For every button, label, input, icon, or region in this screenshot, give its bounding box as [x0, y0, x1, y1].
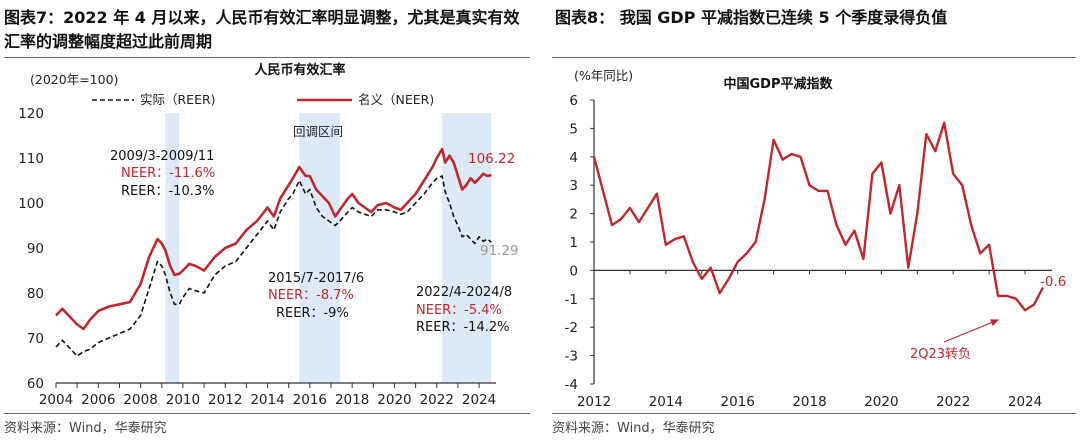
correction-band: [165, 113, 180, 383]
left-title-rule: [4, 57, 530, 58]
annotation-reer: REER：-14.2%: [416, 320, 509, 335]
x-tick-label: 2024: [462, 392, 496, 408]
x-tick-label: 2020: [377, 392, 411, 408]
annotation-neer: NEER：-11.6%: [121, 166, 215, 181]
right-figure-title: 图表8： 我国 GDP 平减指数已连续 5 个季度录得负值: [555, 8, 948, 27]
annotation-2009: 2009/3-2009/11 NEER：-11.6% REER：-10.3%: [110, 149, 215, 199]
y-tick-label: 110: [18, 151, 44, 167]
x-tick-label: 2024: [1008, 394, 1042, 410]
x-tick-label: 2016: [721, 394, 755, 410]
legend-reer-label: 实际（REER): [140, 92, 216, 107]
x-tick-label: 2018: [335, 392, 369, 408]
left-source-note: 资料来源：Wind，华泰研究: [4, 421, 167, 436]
x-tick-label: 2010: [166, 392, 200, 408]
x-tick-label: 2012: [208, 392, 242, 408]
y-tick-label: 70: [27, 331, 44, 347]
y-tick-label: 1: [569, 235, 578, 251]
x-tick-label: 2006: [81, 392, 115, 408]
annotation-period: 2009/3-2009/11: [110, 149, 214, 164]
x-tick-label: 2016: [293, 392, 327, 408]
y-tick-label: -3: [565, 349, 578, 365]
y-tick-label: 60: [27, 376, 44, 392]
gdp-deflator-line: [592, 121, 1045, 312]
chart-title: 人民币有效汇率: [254, 62, 345, 78]
right-title-rule: [552, 57, 1076, 58]
band-label: 回调区间: [293, 124, 343, 139]
y-tick-label: 0: [569, 263, 578, 279]
left-footer-rule: [4, 413, 530, 414]
neer-end-label: 106.22: [468, 151, 515, 167]
annotation-period: 2015/7-2017/6: [268, 271, 364, 286]
y-tick-label: -2: [565, 320, 578, 336]
callout-label: 2Q23转负: [910, 347, 971, 362]
y-axis-ticks: 60 70 80 90 100 110 120: [18, 106, 44, 392]
x-tick-label: 2014: [250, 392, 284, 408]
neer-line: [55, 147, 492, 331]
unit-label: (%年同比): [574, 68, 633, 83]
series-lines: [592, 121, 1045, 312]
x-tick-label: 2018: [792, 394, 826, 410]
y-tick-label: 120: [18, 106, 44, 122]
y-tick-label: 4: [569, 150, 578, 166]
annotation-reer: REER：-10.3%: [121, 184, 214, 199]
end-value-label: -0.6: [1040, 274, 1066, 290]
x-axis: 2004 2006 2008 2010 2012 2014 2016 2018 2020 2022…: [39, 382, 496, 408]
x-tick-label: 2022: [936, 394, 970, 410]
x-axis: 2012 2014 2016 2018 2020 2022 2024: [577, 269, 1052, 410]
chart-title: 中国GDP平减指数: [724, 76, 834, 92]
y-tick-label: -4: [565, 377, 578, 393]
y-tick-label: 2: [569, 207, 578, 223]
y-tick-label: 6: [569, 93, 578, 109]
y-tick-label: 90: [27, 241, 44, 257]
right-source-note: 资料来源：Wind，华泰研究: [552, 421, 715, 436]
right-footer-rule: [552, 413, 1076, 414]
callout-arrow: [943, 319, 1000, 343]
y-tick-label: 80: [27, 286, 44, 302]
reer-end-label: 91.29: [480, 243, 519, 259]
legend-neer-label: 名义（NEER): [358, 92, 434, 107]
y-tick-label: -1: [565, 292, 578, 308]
reer-line: [55, 175, 492, 357]
x-tick-label: 2004: [39, 392, 73, 408]
annotation-2022: 2022/4-2024/8 NEER：-5.4% REER：-14.2%: [416, 285, 512, 335]
x-tick-label: 2012: [577, 394, 611, 410]
unit-label: (2020年=100): [30, 72, 118, 87]
x-tick-label: 2008: [123, 392, 157, 408]
series-lines: [55, 147, 492, 357]
x-tick-label: 2020: [864, 394, 898, 410]
y-axis-ticks: -4 -3 -2 -1 0 1 2 3 4 5 6: [565, 93, 595, 393]
annotation-reer: REER：-9%: [276, 306, 349, 321]
left-figure-title: 图表7：2022 年 4 月以来，人民币有效汇率明显调整，尤其是真实有效汇率的调…: [4, 8, 520, 51]
y-tick-label: 100: [18, 196, 44, 212]
reer-neer-chart: 人民币有效汇率 (2020年=100) 实际（REER) 名义（NEER) 回调…: [18, 62, 519, 408]
y-tick-label: 5: [569, 121, 578, 137]
y-tick-label: 3: [569, 178, 578, 194]
annotation-period: 2022/4-2024/8: [416, 285, 512, 300]
annotation-neer: NEER：-5.4%: [416, 303, 502, 318]
correction-band: [299, 113, 340, 383]
x-tick-label: 2022: [420, 392, 454, 408]
annotation-neer: NEER：-8.7%: [268, 288, 354, 303]
annotation-2015: 2015/7-2017/6 NEER：-8.7% REER：-9%: [268, 271, 364, 321]
x-tick-label: 2014: [649, 394, 683, 410]
